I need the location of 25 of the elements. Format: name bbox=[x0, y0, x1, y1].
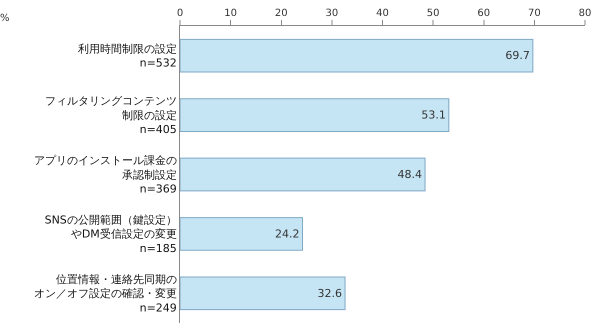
bar bbox=[180, 217, 304, 251]
data-label: 32.6 bbox=[318, 286, 342, 300]
x-tick-label: 10 bbox=[224, 8, 237, 19]
bar bbox=[180, 276, 346, 310]
bar bbox=[180, 38, 534, 73]
data-label: 24.2 bbox=[275, 227, 300, 240]
y-tick-label: アプリのインストール課金の承認制設定 n=369 bbox=[34, 154, 177, 196]
x-tick-label: 40 bbox=[376, 8, 389, 19]
y-tick-label: 利用時間制限の設定 n=532 bbox=[78, 42, 177, 70]
data-label: 69.7 bbox=[505, 49, 530, 62]
data-label: 53.1 bbox=[421, 108, 446, 122]
x-tick-label: 20 bbox=[274, 8, 288, 19]
x-tick-label: 30 bbox=[326, 8, 338, 19]
x-tick-label: 70 bbox=[528, 8, 541, 19]
x-tick-label: 60 bbox=[477, 8, 490, 19]
y-tick-label: フィルタリングコンテンツ制限の設定 n=405 bbox=[44, 94, 177, 136]
y-tick-label: 位置情報・連絡先同期のオン／オフ設定の確認・変更 n=249 bbox=[34, 272, 177, 314]
x-axis-title: % bbox=[0, 13, 10, 24]
bar bbox=[180, 158, 426, 192]
x-tick-label: 50 bbox=[426, 8, 440, 19]
y-tick-label: SNSの公開範囲（鍵設定）やDM受信設定の変更 n=185 bbox=[44, 213, 177, 256]
data-label: 48.4 bbox=[398, 168, 422, 182]
bar bbox=[180, 98, 450, 132]
x-tick-label: 80 bbox=[578, 8, 592, 19]
x-tick-label: 0 bbox=[176, 8, 184, 19]
